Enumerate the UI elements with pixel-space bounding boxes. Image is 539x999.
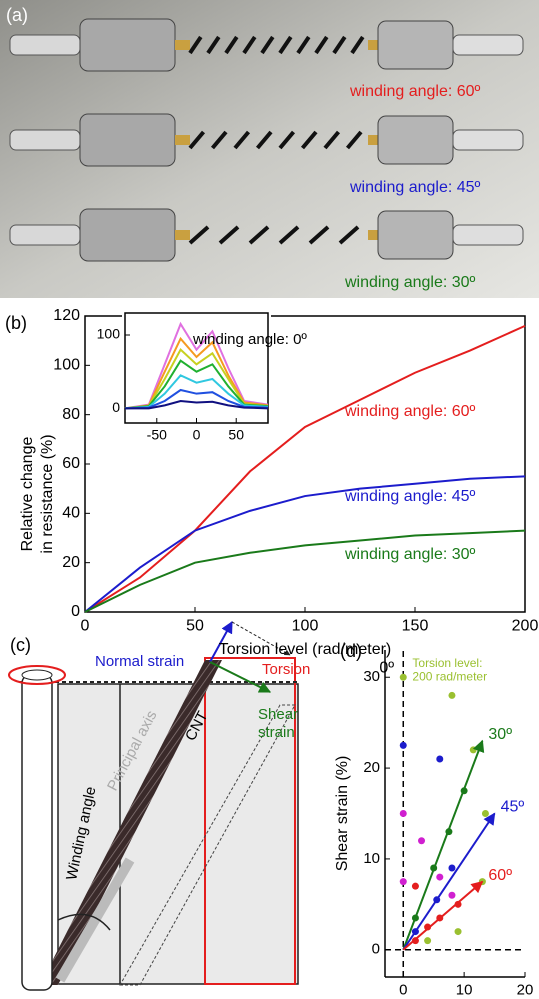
y-tick-label: 30 [363,668,380,685]
point [400,878,407,885]
rod [453,225,523,245]
y-tick-label: 100 [97,326,121,342]
nut [378,21,453,69]
point [448,692,455,699]
series-line [85,531,525,612]
y-tick-label: 120 [53,307,80,324]
figure: (a) winding angle: 60º winding angle: 45… [0,0,539,999]
rod [453,130,523,150]
x-tick-label: 50 [228,426,244,442]
arrow-label: 60º [488,867,512,884]
x-tick-label: 150 [402,618,429,635]
x-tick-label: -50 [147,426,167,442]
x-tick-label: 200 [512,618,539,635]
y-tick-label: 10 [363,850,380,867]
y-tick-label: 40 [62,505,80,522]
rod [10,35,80,55]
point [448,892,455,899]
x-tick-label: 10 [456,981,473,998]
y-tick-label: 20 [363,759,380,776]
y-tick-label: 0 [372,941,380,958]
point [470,746,477,753]
nut [378,211,453,259]
rod [10,225,80,245]
y-tick-label: 20 [62,554,80,571]
y-tick-label: 0 [112,399,120,415]
x-tick-label: 0 [81,618,90,635]
label: Normal strain [95,653,184,670]
label: strain [258,724,295,741]
pin [175,135,190,145]
nut [80,19,175,71]
y-tick-label: 60 [62,455,80,472]
pin [368,135,378,145]
x-tick-label: 100 [292,618,319,635]
panel-label: (d) [340,641,362,661]
point [436,874,443,881]
arrow-label: 45º [501,799,525,816]
x-tick-label: 50 [186,618,204,635]
y-tick-label: 80 [62,406,80,423]
rod [453,35,523,55]
panel-label: (a) [6,5,28,25]
annotation: 200 rad/meter [412,669,487,683]
nut [80,209,175,261]
photo-label: winding angle: 45º [349,179,481,196]
point [412,883,419,890]
inset-annotation: winding angle: 0º [192,331,307,348]
nut [80,114,175,166]
diagram: (c) Normal strain Torsion Shear strain W… [9,622,310,990]
point [400,810,407,817]
x-axis-label: Torsion level (rad/meter) [219,641,392,658]
point [418,837,425,844]
series-label: winding angle: 60º [344,403,476,420]
annotation: Torsion level: [412,656,482,670]
label: Shear [258,706,298,723]
y-axis-label: in resistance (%) [39,434,56,553]
arrow-label: 30º [488,726,512,743]
pin [368,40,378,50]
panel-label: (b) [5,313,27,333]
photo-label: winding angle: 60º [349,83,481,100]
photo-label: winding angle: 30º [344,274,476,291]
y-axis-label: Shear strain (%) [334,756,351,872]
series-label: winding angle: 30º [344,546,476,563]
pin [368,230,378,240]
point [436,756,443,763]
panel-label: (c) [10,635,31,655]
annotation: 0º [379,659,394,676]
point [482,810,489,817]
y-tick-label: 100 [53,357,80,374]
point [400,742,407,749]
nut [378,116,453,164]
y-axis-label: Relative change [19,437,36,552]
x-tick-label: 0 [193,426,201,442]
pin [175,230,190,240]
pin [175,40,190,50]
point [400,674,407,681]
x-tick-label: 0 [399,981,407,998]
point [424,937,431,944]
x-tick-label: 20 [517,981,534,998]
cylinder [22,675,52,990]
y-tick-label: 0 [71,603,80,620]
point [448,865,455,872]
point [455,928,462,935]
series-label: winding angle: 45º [344,488,476,505]
cylinder-top [22,670,52,680]
label: Torsion [262,661,310,678]
rod [10,130,80,150]
